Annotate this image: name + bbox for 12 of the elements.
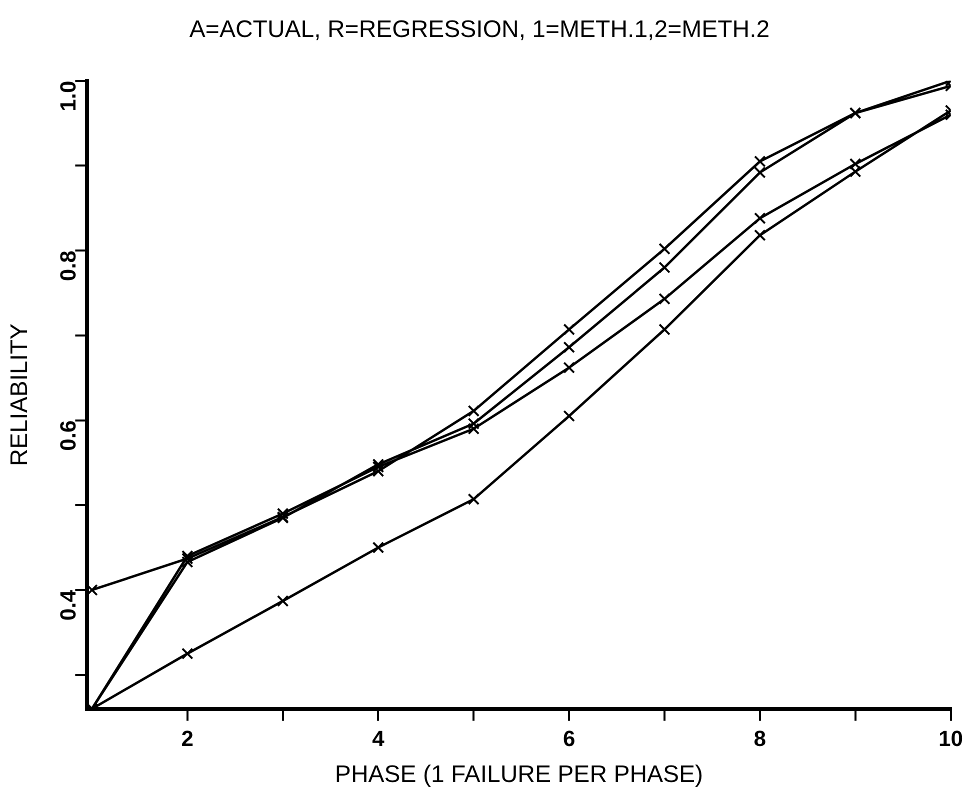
y-axis-title: RELIABILITY	[6, 323, 34, 466]
y-tick-label: 1.0	[55, 80, 80, 112]
x-tick-label: 2	[181, 726, 194, 752]
y-tick-label: 0.6	[55, 420, 80, 451]
x-axis-title: PHASE (1 FAILURE PER PHASE)	[334, 761, 704, 788]
x-tick-label: 8	[754, 726, 766, 752]
y-tick-label: 0.8	[55, 250, 80, 282]
x-tick-label: 4	[372, 726, 386, 752]
x-tick-label: 10	[938, 726, 964, 752]
y-tick-label: 0.4	[55, 589, 80, 621]
x-tick-label: 6	[562, 726, 576, 752]
chart-title: A=ACTUAL, R=REGRESSION, 1=METH.1,2=METH.2	[189, 16, 770, 44]
